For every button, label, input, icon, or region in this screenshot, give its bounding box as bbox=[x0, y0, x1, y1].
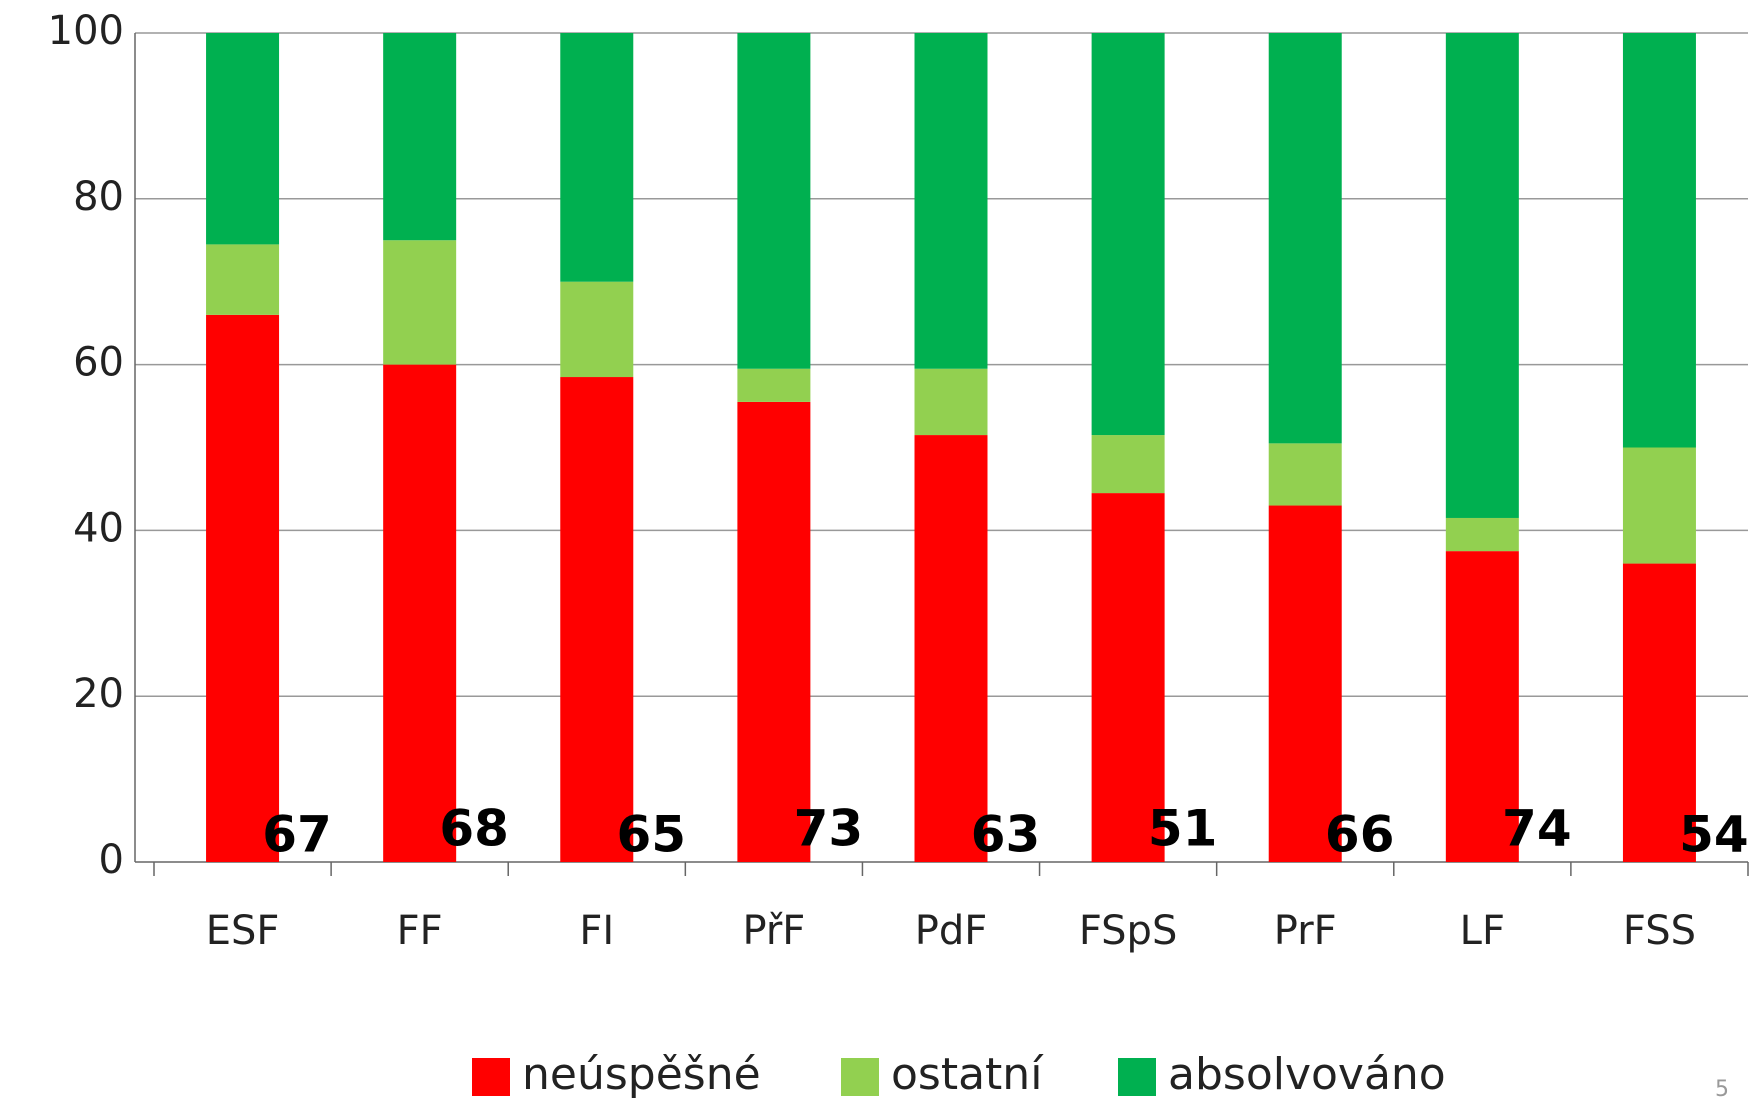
y-tick-label: 0 bbox=[99, 837, 124, 883]
count-label: 73 bbox=[794, 800, 864, 858]
bar-segment bbox=[1091, 435, 1165, 494]
bar-segment bbox=[206, 314, 280, 862]
legend-label: neúspěšné bbox=[522, 1049, 761, 1100]
x-tick-label: PdF bbox=[915, 908, 988, 954]
y-tick-label: 80 bbox=[73, 174, 124, 220]
x-tick-label: PřF bbox=[742, 908, 805, 954]
x-tick-label: ESF bbox=[206, 908, 280, 954]
bar-segment bbox=[1268, 33, 1342, 444]
x-tick-label: FSS bbox=[1623, 908, 1696, 954]
legend-label: ostatní bbox=[891, 1049, 1044, 1100]
x-tick-label: LF bbox=[1460, 908, 1505, 954]
bar-segment bbox=[1622, 33, 1696, 448]
bar-segment bbox=[1091, 33, 1165, 436]
bar-segment bbox=[1268, 443, 1342, 506]
bar-segment bbox=[1445, 517, 1519, 552]
legend-swatch bbox=[472, 1058, 510, 1096]
count-label: 54 bbox=[1679, 806, 1749, 864]
x-tick-label: FSpS bbox=[1079, 908, 1177, 954]
count-label: 65 bbox=[616, 806, 686, 864]
count-label: 51 bbox=[1148, 800, 1218, 858]
count-label: 68 bbox=[439, 800, 509, 858]
bar-segment bbox=[1091, 493, 1165, 862]
bar-segment bbox=[206, 33, 280, 245]
bar-segment bbox=[1445, 33, 1519, 518]
y-tick-label: 40 bbox=[73, 505, 124, 551]
page-number: 5 bbox=[1715, 1077, 1729, 1101]
count-label: 63 bbox=[971, 806, 1041, 864]
bar-segment bbox=[560, 33, 634, 282]
y-tick-label: 100 bbox=[48, 8, 124, 54]
x-tick-label: PrF bbox=[1274, 908, 1337, 954]
bar-segment bbox=[560, 377, 634, 862]
y-tick-label: 60 bbox=[73, 340, 124, 386]
bar-segment bbox=[737, 368, 811, 402]
bar-segment bbox=[737, 33, 811, 369]
bar-segment bbox=[914, 435, 988, 862]
bar-segment bbox=[737, 401, 811, 862]
legend-swatch bbox=[1118, 1058, 1156, 1096]
bar-segment bbox=[914, 368, 988, 436]
bar-segment bbox=[383, 33, 457, 241]
count-label: 66 bbox=[1325, 806, 1395, 864]
x-tick-label: FI bbox=[579, 908, 614, 954]
bar-segment bbox=[206, 244, 280, 315]
bar-segment bbox=[560, 281, 634, 378]
bar-segment bbox=[383, 240, 457, 365]
bar-segment bbox=[383, 364, 457, 862]
count-label: 67 bbox=[262, 806, 332, 864]
bar-segment bbox=[1622, 563, 1696, 862]
legend-swatch bbox=[841, 1058, 879, 1096]
bar-segment bbox=[914, 33, 988, 369]
legend-label: absolvováno bbox=[1168, 1049, 1446, 1100]
x-tick-label: FF bbox=[397, 908, 443, 954]
bar-segment bbox=[1268, 505, 1342, 862]
count-label: 74 bbox=[1502, 800, 1572, 858]
y-tick-label: 20 bbox=[73, 671, 124, 717]
bar-segment bbox=[1445, 551, 1519, 862]
bar-segment bbox=[1622, 447, 1696, 564]
